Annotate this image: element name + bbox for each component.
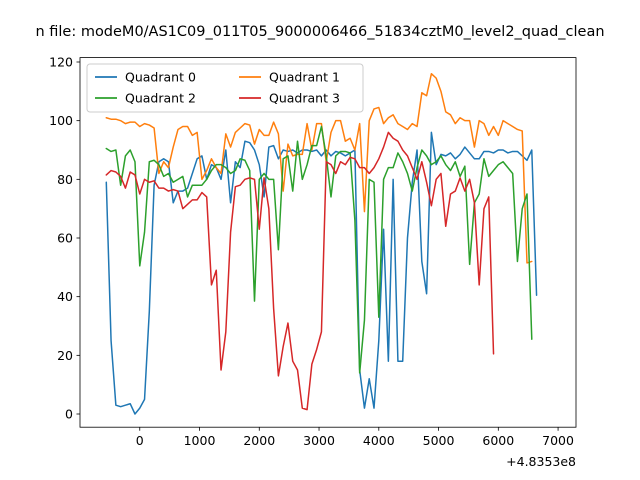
chart-title: n file: modeM0/AS1C09_011T05_9000006466_…	[35, 24, 604, 40]
x-tick-label: 0	[136, 433, 144, 448]
series-line-0	[105, 131, 538, 415]
x-tick-label: 1000	[184, 433, 216, 448]
plot-area	[105, 72, 538, 415]
legend-label-2: Quadrant 2	[125, 91, 196, 106]
plot-frame	[79, 57, 577, 428]
y-tick-label: 20	[57, 348, 73, 363]
x-tick-label: 2000	[243, 433, 275, 448]
series-line-2	[105, 125, 533, 374]
x-tick-label: 6000	[482, 433, 514, 448]
legend-label-0: Quadrant 0	[125, 70, 196, 85]
legend-box	[86, 63, 364, 113]
series-line-1	[105, 72, 533, 264]
x-axis-offset-label: +4.8353e8	[506, 454, 576, 469]
y-tick-label: 120	[49, 55, 73, 70]
legend-label-1: Quadrant 1	[269, 70, 340, 85]
y-tick-label: 60	[57, 231, 73, 246]
legend-label-3: Quadrant 3	[269, 91, 340, 106]
axes: 0 1000 2000 3000 4000 5000 6000 7000 0 20 40 60 80 10…	[49, 55, 574, 449]
x-tick-label: 3000	[303, 433, 335, 448]
x-tick-label: 7000	[542, 433, 574, 448]
y-tick-label: 0	[65, 407, 73, 422]
y-tick-label: 100	[49, 113, 73, 128]
y-tick-label: 80	[57, 172, 73, 187]
legend: Quadrant 0 Quadrant 1 Quadrant 2 Quadrant 3	[86, 63, 364, 113]
series-line-3	[105, 131, 495, 411]
y-tick-label: 40	[57, 289, 73, 304]
x-tick-label: 5000	[423, 433, 455, 448]
x-tick-label: 4000	[363, 433, 395, 448]
